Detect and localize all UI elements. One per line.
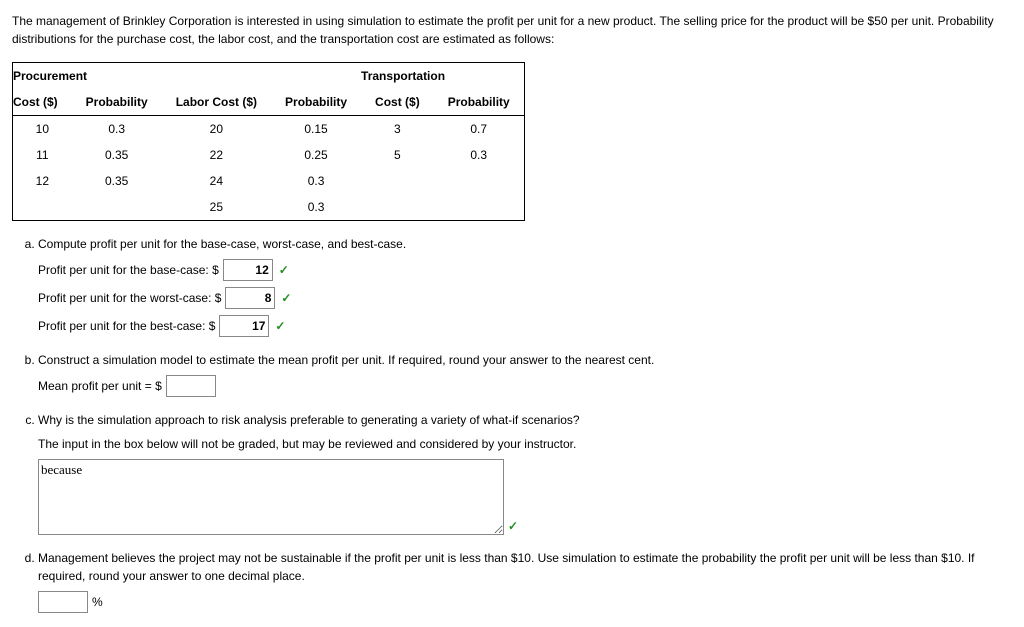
group-header-procurement: Procurement: [13, 63, 162, 90]
base-case-label: Profit per unit for the base-case: $: [38, 261, 219, 279]
table-row: 12 0.35 24 0.3: [13, 168, 525, 194]
question-d-prompt: Management believes the project may not …: [38, 551, 975, 583]
question-c-prompt: Why is the simulation approach to risk a…: [38, 413, 580, 427]
mean-profit-input[interactable]: [166, 375, 216, 397]
check-icon: ✓: [508, 517, 518, 535]
check-icon: ✓: [281, 289, 291, 307]
worst-case-label: Profit per unit for the worst-case: $: [38, 289, 221, 307]
intro-text: The management of Brinkley Corporation i…: [12, 12, 1012, 48]
best-case-input[interactable]: [219, 315, 269, 337]
col-header: Cost ($): [13, 89, 72, 116]
col-header: Cost ($): [361, 89, 434, 116]
check-icon: ✓: [279, 261, 289, 279]
question-a: Compute profit per unit for the base-cas…: [38, 235, 1012, 337]
question-a-prompt: Compute profit per unit for the base-cas…: [38, 237, 406, 251]
table-row: 11 0.35 22 0.25 5 0.3: [13, 142, 525, 168]
best-case-label: Profit per unit for the best-case: $: [38, 317, 215, 335]
base-case-input[interactable]: [223, 259, 273, 281]
question-c: Why is the simulation approach to risk a…: [38, 411, 1012, 535]
question-d: Management believes the project may not …: [38, 549, 1012, 613]
table-row: 25 0.3: [13, 194, 525, 221]
col-header: Probability: [72, 89, 162, 116]
worst-case-input[interactable]: [225, 287, 275, 309]
mean-profit-label: Mean profit per unit = $: [38, 377, 162, 395]
question-c-note: The input in the box below will not be g…: [38, 435, 1012, 453]
col-header: Probability: [271, 89, 361, 116]
group-header-transportation: Transportation: [361, 63, 524, 90]
percent-unit: %: [92, 593, 103, 611]
probability-input[interactable]: [38, 591, 88, 613]
group-header-blank: [162, 63, 361, 90]
question-b-prompt: Construct a simulation model to estimate…: [38, 353, 654, 367]
check-icon: ✓: [275, 317, 285, 335]
col-header: Probability: [434, 89, 525, 116]
question-b: Construct a simulation model to estimate…: [38, 351, 1012, 397]
cost-table: Procurement Transportation Cost ($) Prob…: [12, 62, 525, 221]
table-row: 10 0.3 20 0.15 3 0.7: [13, 116, 525, 143]
essay-input[interactable]: [38, 459, 504, 535]
col-header: Labor Cost ($): [162, 89, 271, 116]
